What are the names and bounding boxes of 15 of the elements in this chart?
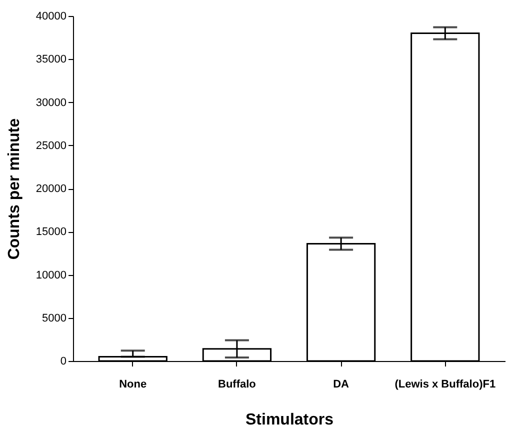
y-tick-label: 20000: [36, 183, 66, 195]
y-axis-title: Counts per minute: [6, 118, 23, 260]
x-tick-label: (Lewis x Buffalo)F1: [394, 378, 496, 390]
x-axis-title: Stimulators: [245, 412, 334, 428]
y-tick-label: 5000: [42, 312, 66, 324]
y-tick-label: 40000: [36, 10, 66, 22]
x-tick-label: DA: [333, 378, 350, 390]
y-tick-label: 10000: [36, 269, 66, 282]
x-tick-label: Buffalo: [218, 378, 256, 390]
y-tick-label: 25000: [36, 140, 66, 152]
y-tick-label: 15000: [36, 226, 66, 238]
y-tick-label: 0: [60, 356, 66, 368]
x-tick-label: None: [119, 378, 147, 390]
y-tick-label: 35000: [36, 54, 66, 66]
y-tick-label: 30000: [36, 96, 66, 109]
